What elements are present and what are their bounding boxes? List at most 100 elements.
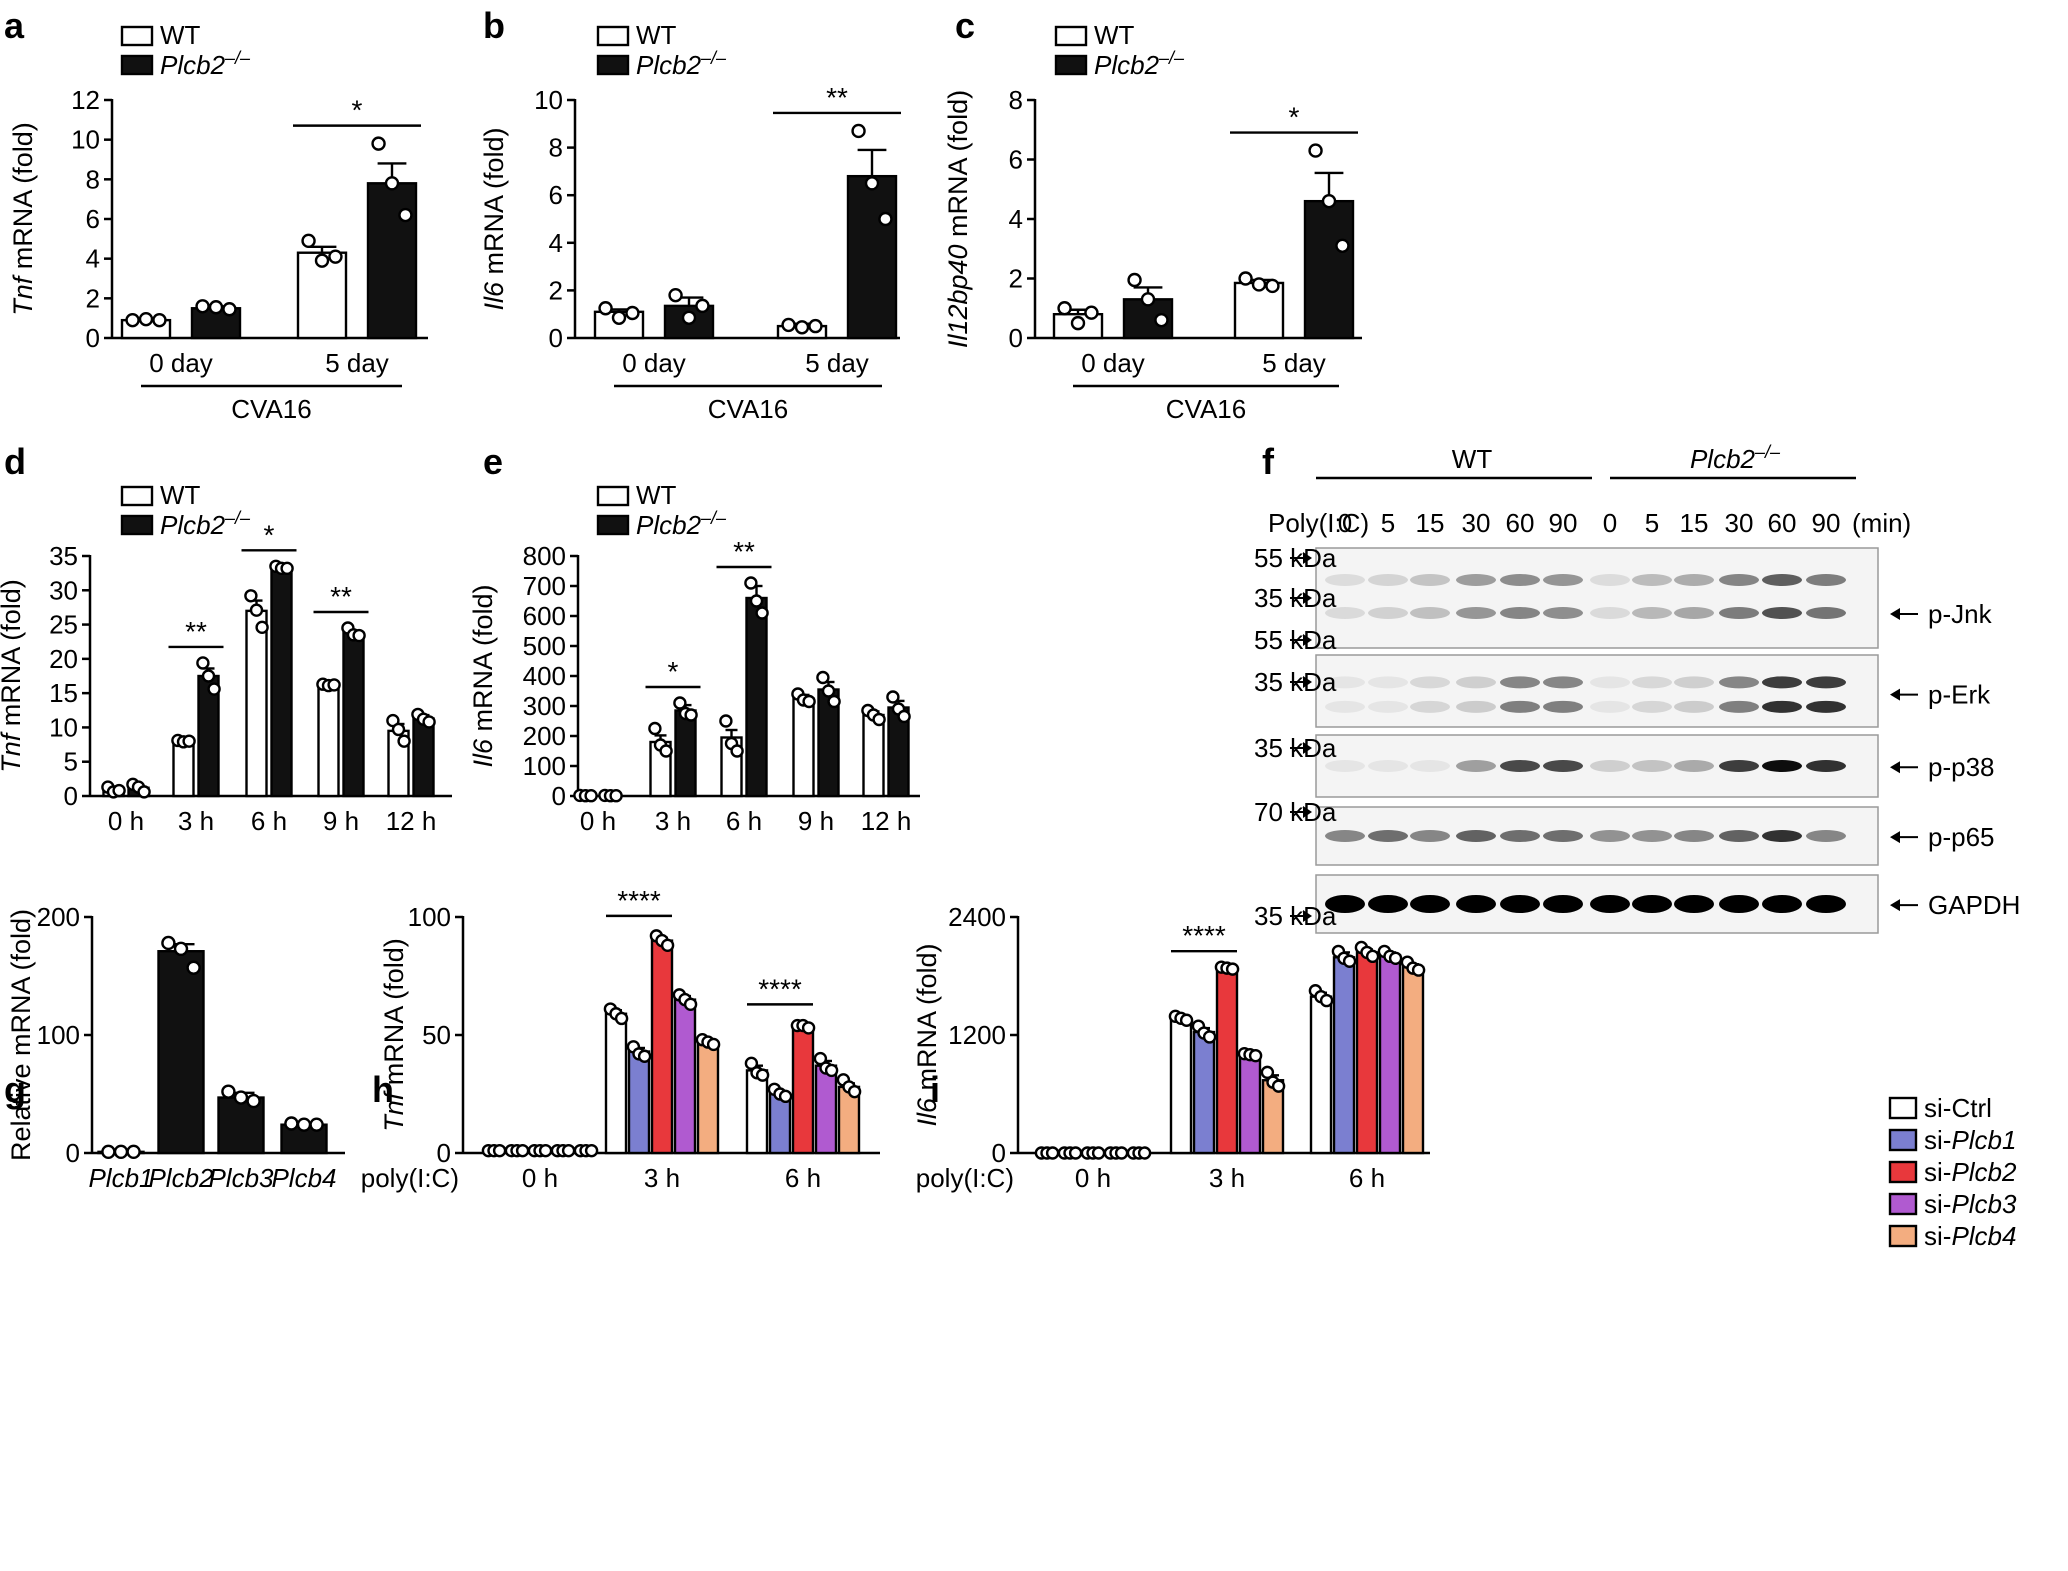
legend-swatch-wt (1054, 25, 1088, 47)
blot-band (1762, 700, 1802, 713)
data-point (1114, 1146, 1129, 1160)
blot-band (1368, 574, 1408, 586)
blot-band (1674, 830, 1714, 842)
y-tick-label: 0 (86, 323, 100, 353)
bar (627, 1050, 651, 1155)
y-tick-label: 8 (86, 164, 100, 194)
bar (172, 739, 195, 798)
data-point (598, 301, 613, 316)
blot-band (1719, 830, 1759, 842)
legend-ko-gene: Plcb2 (636, 510, 702, 540)
data-point (1260, 1065, 1275, 1080)
y-tick-label: 300 (523, 691, 566, 721)
data-point (284, 1116, 299, 1131)
legend-ko-gene: Plcb2 (636, 50, 702, 80)
data-point (878, 211, 893, 227)
blot-band (1590, 895, 1630, 913)
y-tick-label: 8 (1009, 85, 1023, 115)
legend-label-prefix: si- (1924, 1125, 1951, 1155)
legend-label-wt: WT (1094, 20, 1135, 50)
data-point (314, 253, 330, 268)
blot-band (1590, 700, 1630, 713)
legend-ko-gene: Plcb2 (160, 510, 226, 540)
blot-time: 15 (1416, 508, 1445, 538)
legend-swatch (1888, 1096, 1918, 1120)
data-point (186, 960, 201, 975)
legend-label-ko: Plcb2–/– (160, 508, 251, 540)
data-point (1271, 1079, 1286, 1093)
blot-band (1806, 574, 1846, 586)
legend-ko-sup: –/– (700, 508, 727, 528)
significance-label: **** (758, 973, 802, 1004)
x-tick-label: 3 h (644, 1163, 680, 1193)
data-point (538, 1143, 553, 1158)
bar (791, 1024, 815, 1155)
kda-arrow-head (1303, 806, 1312, 818)
y-tick-label: 100 (37, 1020, 80, 1050)
x-tick-label: 6 h (785, 1163, 821, 1193)
kda-arrow-head (1303, 592, 1312, 604)
panel-letter-d: d (4, 441, 26, 482)
bar (342, 631, 365, 798)
x-tick-label: Plcb2 (148, 1163, 214, 1193)
blot-band (1806, 830, 1846, 842)
blot-band (1325, 830, 1365, 842)
legend-ko-sup: –/– (224, 508, 251, 528)
blot-band (1674, 607, 1714, 619)
bar (604, 1012, 628, 1155)
data-point (816, 670, 830, 685)
group-label: CVA16 (231, 394, 311, 424)
blot-treatment: Poly(I:C) (1268, 508, 1369, 538)
data-point (1154, 312, 1169, 328)
y-tick-label: 0 (1009, 323, 1023, 353)
data-point (221, 1084, 236, 1099)
bar (674, 709, 697, 798)
panel-d: 0 5 10 15 20 25 30 35 Tnf mRNA (fold) 0 h 3 h 6 h 9 … (0, 480, 452, 836)
legend-label-ko: Plcb2–/– (636, 48, 727, 80)
data-point (730, 744, 744, 758)
data-point (1251, 277, 1267, 292)
y-tick-label: 35 (49, 541, 78, 571)
legend-label-gene: Plcb4 (1951, 1221, 2016, 1251)
y-tick-label: 200 (37, 902, 80, 932)
y-tick-label: 30 (49, 575, 78, 605)
blot-band (1500, 760, 1540, 772)
blot-band (1590, 607, 1630, 619)
blot-band (1543, 895, 1583, 913)
blot-time: 5 (1645, 508, 1659, 538)
data-point (824, 1063, 839, 1078)
significance-label: * (1289, 102, 1300, 133)
blot-band (1719, 760, 1759, 772)
data-point (161, 935, 176, 951)
blot-band (1632, 830, 1672, 842)
data-point (309, 1117, 324, 1132)
data-point (1070, 315, 1086, 331)
legend-label-gene: Plcb1 (1951, 1125, 2016, 1155)
bar (1355, 951, 1379, 1155)
protein-arrow-head (1890, 761, 1900, 774)
data-point (1057, 301, 1072, 316)
y-tick-label: 500 (523, 631, 566, 661)
legend-label: si-Plcb3 (1924, 1189, 2017, 1219)
blot-band (1325, 700, 1365, 713)
blot-time-unit: (min) (1852, 508, 1911, 538)
x-tick-label: 12 h (861, 806, 912, 836)
data-point (813, 1051, 828, 1066)
significance-label: ** (733, 536, 755, 567)
blot-membrane (1315, 547, 1879, 649)
data-point (371, 136, 386, 151)
x-tick-label: 6 h (251, 806, 287, 836)
data-point (255, 620, 269, 635)
legend-ko-gene: Plcb2 (1094, 50, 1160, 80)
x-tick-label: 0 h (580, 806, 616, 836)
y-label-rest: mRNA (fold) (943, 90, 973, 245)
significance-label: ** (330, 581, 352, 612)
y-tick-label: 2 (86, 283, 100, 313)
blot-band (1632, 676, 1672, 689)
data-point (249, 603, 264, 617)
data-point (808, 318, 823, 334)
blot-band (1500, 676, 1540, 689)
group-label: CVA16 (708, 394, 788, 424)
data-point (584, 1143, 599, 1158)
y-tick-label: 8 (549, 133, 563, 163)
